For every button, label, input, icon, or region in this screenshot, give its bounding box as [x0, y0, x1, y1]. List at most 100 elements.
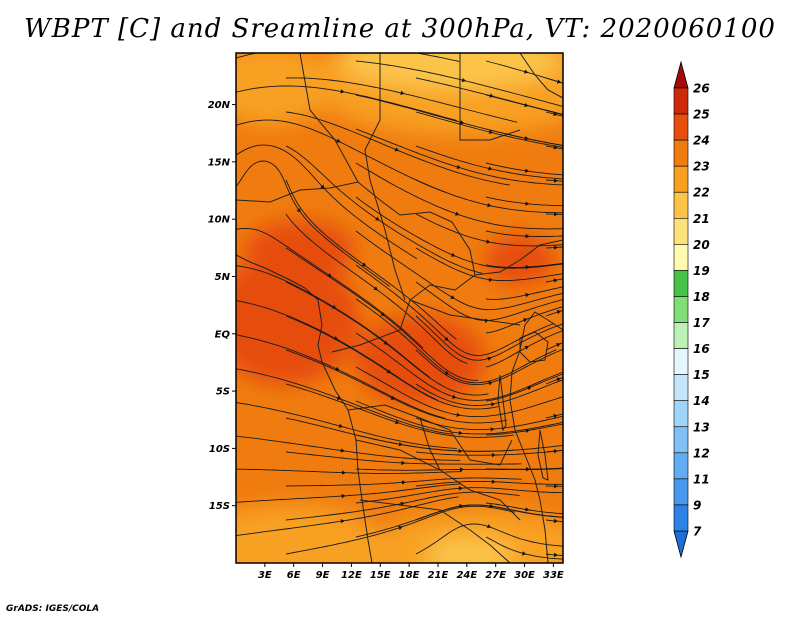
colorbar-label: 22 [693, 186, 710, 200]
colorbar-segment [673, 244, 689, 271]
streamline-arrow [491, 479, 496, 484]
streamline-arrow [460, 467, 464, 472]
temp-region-west-warm-2 [245, 220, 355, 280]
streamline-arrow [455, 211, 460, 216]
colorbar-segment [673, 400, 689, 428]
y-tick-label: 5N [215, 272, 231, 283]
x-tick-label: 9E [316, 570, 330, 581]
latitude-axis: 20N 15N 10N 5N EQ 5S 10S 15S [208, 100, 236, 512]
streamline [415, 145, 563, 180]
border-central-4 [409, 299, 521, 326]
colorbar-segment [673, 374, 689, 402]
streamline-arrow [444, 370, 450, 375]
streamline-arrow [320, 184, 325, 189]
streamline-arrow [296, 208, 301, 213]
streamline-arrow [524, 345, 529, 350]
colorbar-label: 24 [693, 134, 710, 148]
streamline [355, 434, 563, 452]
streamline-arrow [398, 525, 403, 530]
y-tick-label: 10N [208, 215, 231, 226]
border-south-1 [347, 404, 513, 466]
streamline-arrow [401, 460, 406, 466]
x-tick-label: 12E [341, 570, 362, 581]
temp-region-central-warm [355, 315, 485, 405]
streamline-arrow [487, 203, 492, 208]
streamline-arrow [458, 486, 463, 491]
streamline-arrow [553, 278, 558, 283]
colorbar-segment [673, 504, 689, 532]
streamline-arrow [525, 293, 530, 298]
colorbar-label: 18 [693, 290, 710, 304]
streamline-arrow [553, 518, 558, 524]
temp-region-northwest-cool [236, 53, 330, 125]
streamline-arrow [456, 164, 461, 169]
colorbar-segment [673, 348, 689, 375]
colorbar-segment [673, 478, 689, 506]
streamline-arrow [373, 286, 378, 291]
streamline-arrow [336, 395, 342, 400]
streamlines [236, 53, 563, 560]
colorbar-segment [673, 322, 689, 349]
y-tick-label: 20N [208, 100, 231, 111]
colorbar-segment [673, 191, 689, 219]
streamline-arrow [401, 480, 406, 485]
streamline-arrow [341, 493, 346, 499]
grads-credit: GrADS: IGES/COLA [6, 604, 100, 614]
colorbar-max-arrow [673, 60, 689, 89]
streamline-arrow [335, 366, 340, 371]
streamline-arrow [553, 245, 558, 250]
x-tick-label: 6E [287, 570, 301, 581]
y-tick-label: 15S [209, 501, 230, 512]
colorbar-segment [673, 296, 689, 323]
temp-region-south-light [425, 537, 515, 563]
colorbar-segment [673, 270, 689, 297]
colorbar-label: 11 [693, 472, 710, 486]
colorbar-segment [673, 165, 689, 193]
streamline-arrow [556, 343, 561, 348]
temp-region-south-cool [370, 510, 563, 563]
streamline-arrow [553, 178, 558, 183]
streamline [485, 94, 563, 116]
streamline-arrow [450, 295, 455, 299]
colorbar-segment [673, 87, 689, 115]
streamline-arrow [459, 120, 465, 125]
y-tick-label: 15N [208, 157, 231, 168]
streamline-arrow [490, 402, 496, 407]
colorbar-label: 7 [693, 525, 702, 539]
streamline-arrow [525, 264, 530, 270]
colorbar-label: 15 [693, 368, 710, 382]
streamline-arrow [461, 77, 467, 83]
streamline-arrow [527, 386, 532, 391]
colorbar-min-arrow [673, 530, 689, 559]
longitude-axis: 3E 6E 9E 12E 15E 18E 21E 24E 27E 30E 33E [258, 563, 564, 581]
chart-title: WBPT [C] and Sreamline at 300hPa, VT: 20… [24, 14, 776, 44]
colorbar-segment [673, 139, 689, 167]
streamline-arrow [400, 90, 405, 95]
colorbar-label: 9 [693, 498, 701, 512]
streamline [415, 281, 563, 321]
y-tick-label: 5S [216, 387, 230, 398]
streamline-arrow [486, 524, 492, 529]
x-tick-label: 3E [258, 570, 272, 581]
streamline-arrow [361, 262, 367, 267]
colorbar-segment [673, 452, 689, 480]
streamline-arrow [553, 552, 558, 558]
colorbar-label: 13 [693, 420, 710, 434]
streamline-arrow [486, 239, 491, 244]
streamline-arrow [488, 166, 493, 171]
streamline-arrow [525, 234, 530, 239]
streamline-arrow [400, 501, 405, 506]
colorbar-label: 26 [693, 82, 710, 96]
border-south-2 [355, 439, 521, 521]
colorbar-segment [673, 217, 689, 245]
lake-victoria [519, 331, 549, 363]
colorbar: 26 25 24 23 22 21 20 19 18 17 16 15 14 13 12 11 9 7 [673, 60, 710, 559]
streamline-arrow [340, 448, 345, 453]
streamline-arrow [553, 145, 558, 150]
streamline-arrow [394, 419, 400, 425]
map-area [236, 53, 563, 563]
border-central-3 [474, 239, 563, 276]
map-frame [235, 52, 564, 564]
lake-malawi [537, 429, 549, 481]
